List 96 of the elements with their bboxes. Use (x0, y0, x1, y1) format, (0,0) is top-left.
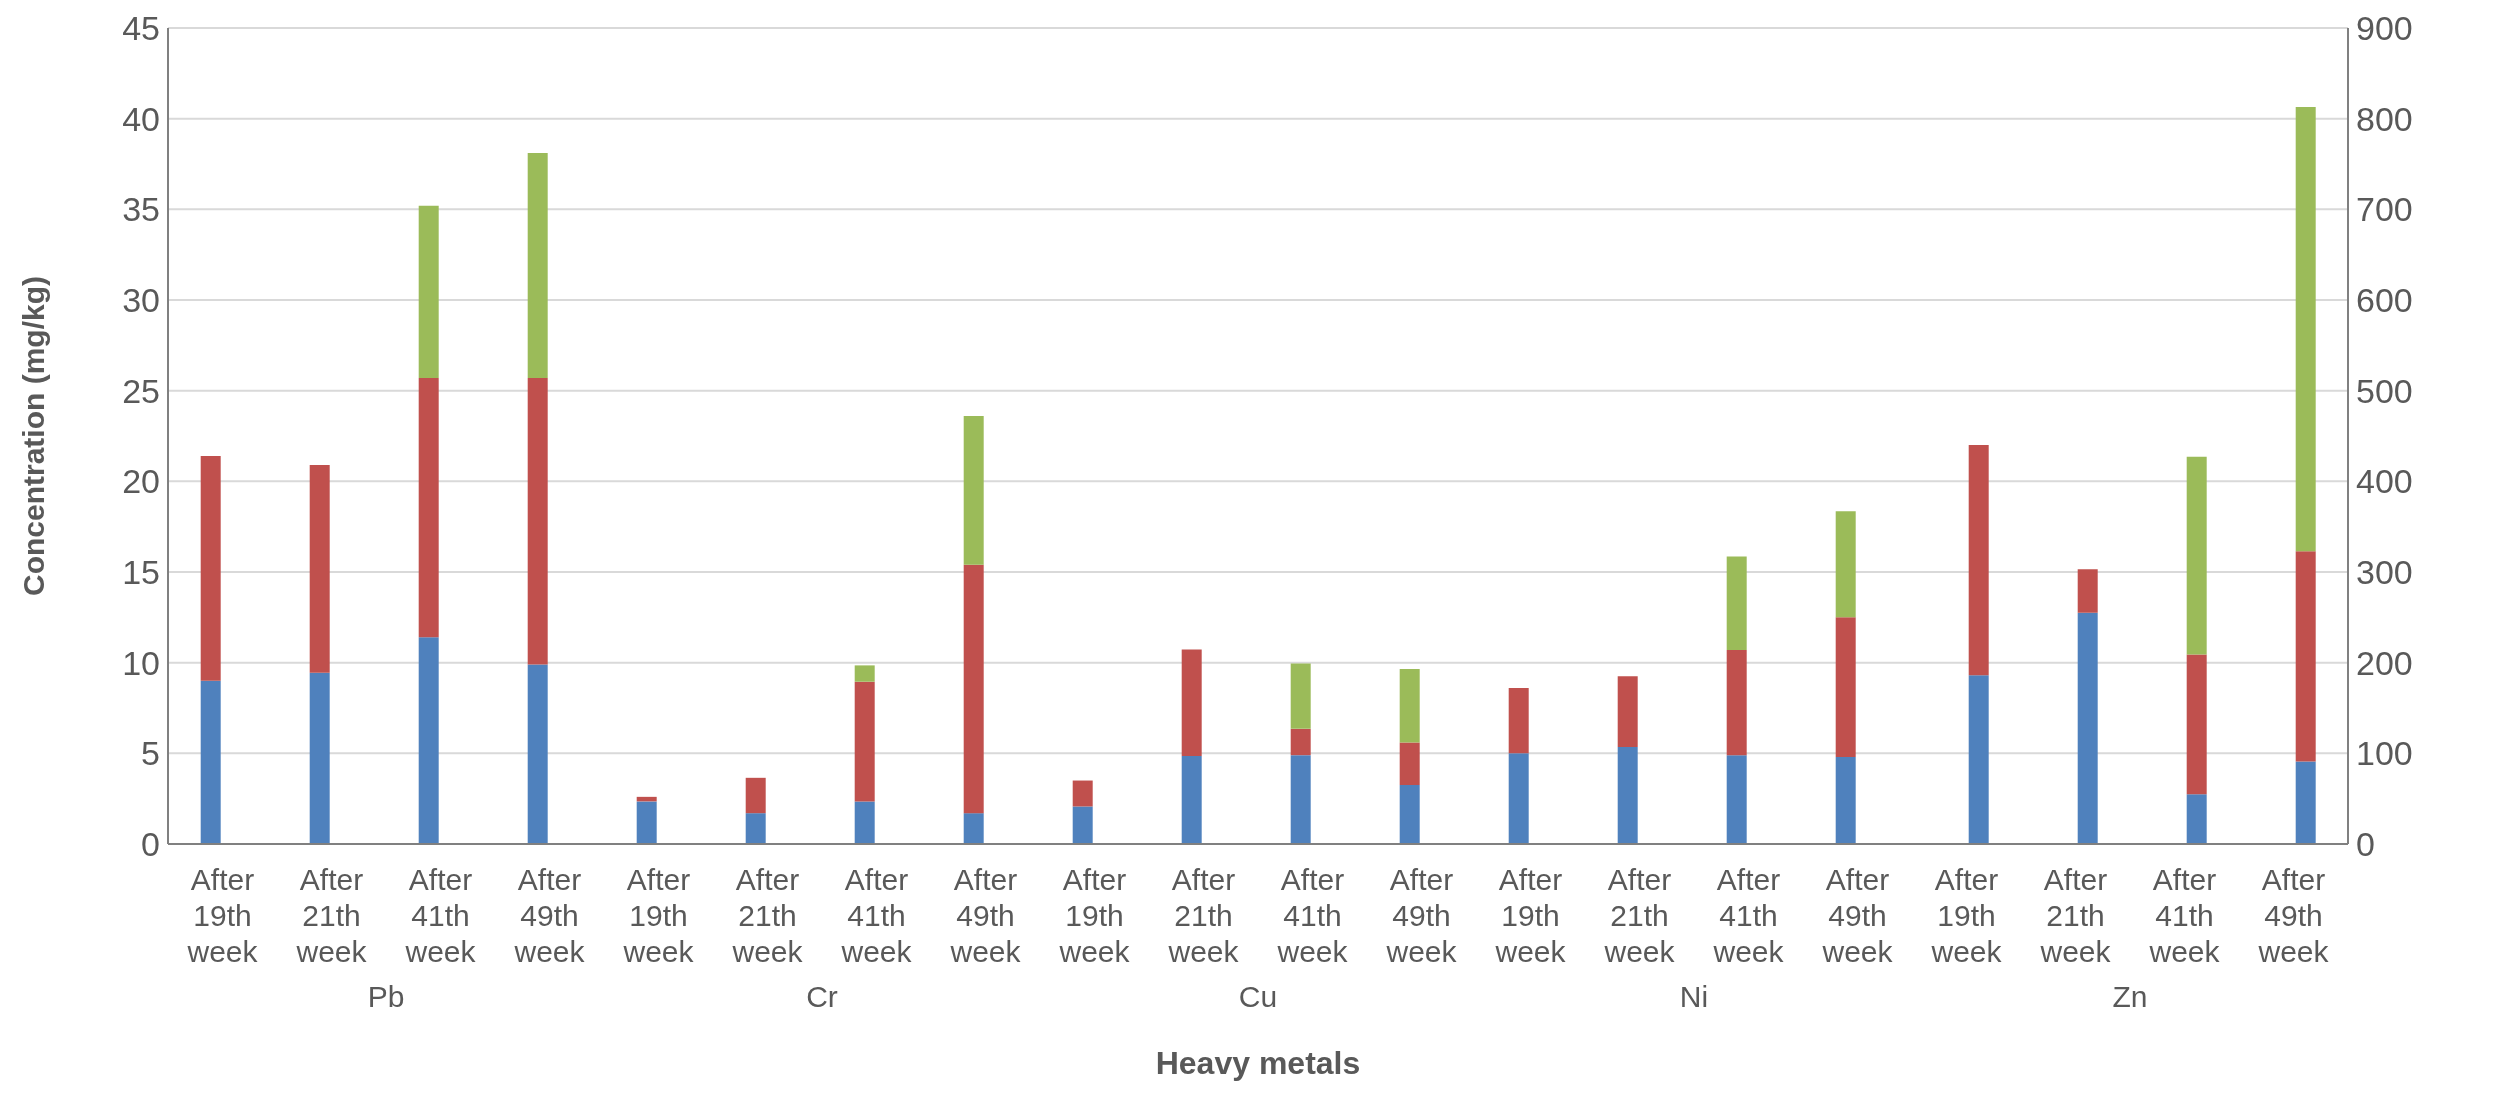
x-tick-label: After 19th week (186, 863, 259, 968)
y2-tick-label: 100 (2356, 734, 2413, 773)
bar (418, 205, 439, 378)
bar (2186, 794, 2207, 844)
x-axis-title: Heavy metals (1155, 1045, 1361, 1081)
y-tick-label: 40 (122, 99, 160, 138)
bar (1726, 755, 1747, 844)
bar (745, 777, 766, 814)
x-tick-label: After 19th week (1494, 863, 1567, 968)
bar (1508, 753, 1529, 844)
x-tick-label: After 49th week (949, 863, 1022, 968)
bar (1617, 746, 1638, 844)
text: Zn (2112, 980, 2148, 1013)
bar (854, 801, 875, 844)
bar (1968, 675, 1989, 844)
bar (1399, 742, 1420, 786)
bar (636, 801, 657, 844)
y2-tick-label: 400 (2356, 462, 2413, 501)
x-tick-label: After 21th week (731, 863, 804, 968)
y2-tick-label: 900 (2356, 9, 2413, 48)
y-tick-label: 10 (122, 643, 160, 682)
bar (1072, 806, 1093, 844)
x-tick-label: After 41th week (404, 863, 477, 968)
y2-tick-label: 200 (2356, 643, 2413, 682)
x-tick-label: After 49th week (2257, 863, 2330, 968)
x-tick-label: After 19th week (622, 863, 695, 968)
bar (963, 813, 984, 844)
bar (1181, 756, 1202, 844)
bar (1835, 756, 1856, 844)
bar (1508, 688, 1529, 754)
x-tick-label: After 19th week (1058, 863, 1131, 968)
y2-tick-label: 600 (2356, 281, 2413, 320)
bar (1726, 556, 1747, 650)
x-tick-label: After 21th week (1603, 863, 1676, 968)
bar (745, 813, 766, 844)
bar (1617, 676, 1638, 747)
bar (527, 377, 548, 665)
y2-tick-label: 0 (2356, 825, 2375, 864)
x-tick-label: After 21th week (1167, 863, 1240, 968)
y-tick-label: 5 (141, 734, 160, 773)
x-tick-label: After 41th week (840, 863, 913, 968)
x-tick-label: After 49th week (1385, 863, 1458, 968)
y-tick-label: 0 (141, 825, 160, 864)
x-tick-label: After 49th week (1821, 863, 1894, 968)
text: Cr (806, 980, 838, 1013)
bar (963, 564, 984, 814)
y-tick-label: 45 (122, 9, 160, 48)
y-tick-label: 35 (122, 190, 160, 229)
bar (309, 672, 330, 844)
y-tick-label: 20 (122, 462, 160, 501)
bar (418, 377, 439, 638)
x-tick-label: After 21th week (2039, 863, 2112, 968)
bar (1835, 617, 1856, 757)
bar (1290, 663, 1311, 729)
y2-tick-label: 300 (2356, 553, 2413, 592)
x-tick-label: After 19th week (1930, 863, 2003, 968)
y2-tick-label: 800 (2356, 99, 2413, 138)
text: Pb (367, 980, 405, 1013)
bar (2295, 761, 2316, 844)
bar (1835, 511, 1856, 618)
x-tick-label: After 49th week (513, 863, 586, 968)
bar (309, 465, 330, 673)
bar (1290, 728, 1311, 756)
y-tick-label: 15 (122, 553, 160, 592)
bar (200, 680, 221, 844)
bar (1290, 755, 1311, 844)
bar (1072, 780, 1093, 807)
bar (2077, 569, 2098, 613)
text: Ni (1679, 980, 1709, 1013)
y-tick-label: 30 (122, 281, 160, 320)
x-tick-label: After 41th week (1712, 863, 1785, 968)
bar (527, 664, 548, 844)
bar (2186, 456, 2207, 655)
x-tick-label: After 41th week (1276, 863, 1349, 968)
y2-tick-label: 700 (2356, 190, 2413, 229)
bar (200, 455, 221, 681)
x-tick-label: After 41th week (2148, 863, 2221, 968)
bar (2077, 612, 2098, 844)
bar (2295, 551, 2316, 762)
y2-tick-label: 500 (2356, 371, 2413, 410)
bar (1399, 785, 1420, 844)
y-axis-title: Concentration (mg/kg) (16, 276, 50, 596)
bar (1399, 669, 1420, 743)
y-tick-label: 25 (122, 371, 160, 410)
bar (2186, 654, 2207, 795)
bar (854, 665, 875, 682)
text: Cu (1238, 980, 1278, 1013)
x-tick-label: After 21th week (295, 863, 368, 968)
bar (1968, 445, 1989, 676)
bar (418, 637, 439, 844)
bar (2295, 106, 2316, 552)
bar (963, 416, 984, 565)
bar (527, 153, 548, 378)
bar (854, 681, 875, 802)
bar (1181, 649, 1202, 757)
bar (1726, 649, 1747, 756)
